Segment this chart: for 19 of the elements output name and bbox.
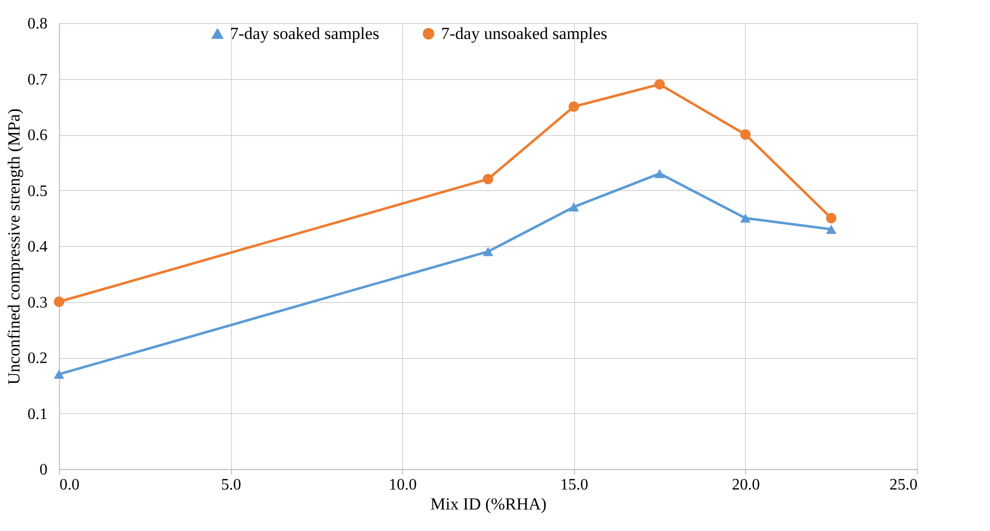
y-tick-label: 0.5 — [28, 182, 48, 200]
x-tick-label: 10.0 — [388, 476, 417, 494]
y-tick-label: 0.7 — [28, 71, 48, 88]
x-tick-label: 15.0 — [560, 476, 588, 494]
y-tick-label: 0.3 — [28, 294, 48, 312]
y-tick-label: 0 — [40, 462, 48, 478]
y-tick-label: 0.2 — [28, 350, 48, 367]
y-axis-title: Unconfined compressive strength (MPa) — [4, 108, 24, 385]
x-tick-label: 0.0 — [60, 476, 80, 494]
y-tick-label: 0.8 — [28, 16, 48, 32]
x-axis-title: Mix ID (%RHA) — [430, 494, 547, 514]
legend-label: 7-day unsoaked samples — [441, 24, 608, 43]
x-tick-label: 20.0 — [732, 476, 760, 494]
y-tick-label: 0.1 — [28, 406, 48, 423]
y-tick-label: 0.4 — [28, 238, 48, 256]
x-tick-label: 25.0 — [890, 476, 918, 494]
x-tick-label: 5.0 — [221, 476, 242, 494]
y-tick-label: 0.6 — [28, 127, 48, 144]
legend-label: 7-day soaked samples — [230, 24, 380, 43]
